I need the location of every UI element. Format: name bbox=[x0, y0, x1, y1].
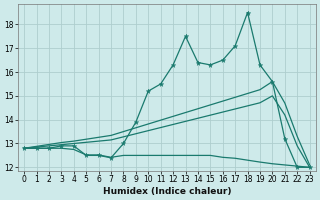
X-axis label: Humidex (Indice chaleur): Humidex (Indice chaleur) bbox=[103, 187, 231, 196]
